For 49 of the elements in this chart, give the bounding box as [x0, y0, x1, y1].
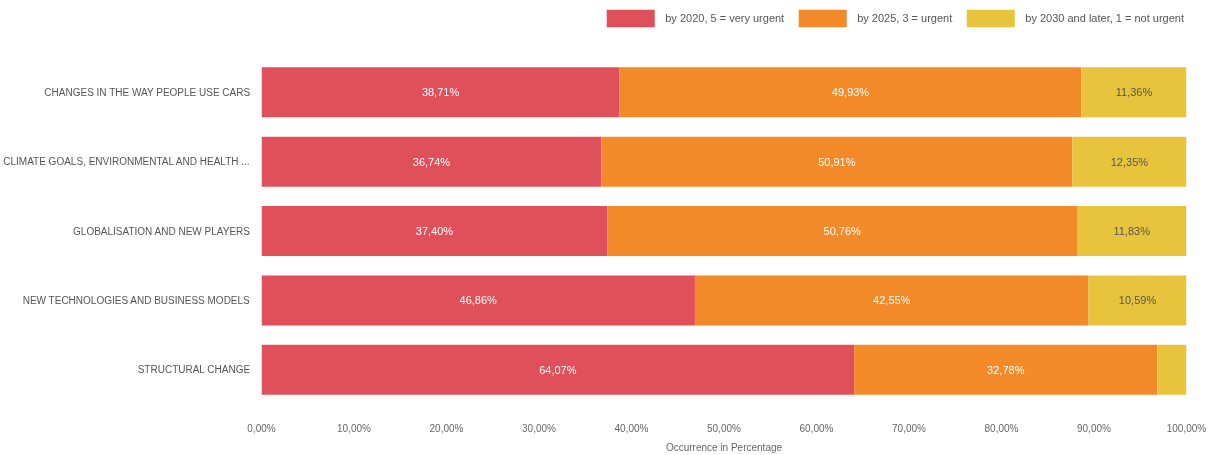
bar	[619, 67, 1082, 118]
bar	[261, 344, 855, 395]
x-tick-label: 20,00%	[429, 422, 464, 434]
y-tick-label: GLOBALISATION AND NEW PLAYERS	[73, 225, 251, 237]
data-label: 37,40%	[415, 225, 454, 238]
x-tick-label: 70,00%	[892, 422, 927, 434]
bar	[607, 206, 1077, 257]
x-tick-label: 100,00%	[1166, 422, 1207, 434]
x-tick-label: 10,00%	[337, 422, 372, 434]
bar	[261, 67, 620, 118]
data-label: 12,35%	[1110, 155, 1149, 168]
x-tick-label: 50,00%	[707, 422, 742, 434]
y-tick-label: STRUCTURAL CHANGE	[137, 364, 251, 376]
x-tick-label: 60,00%	[799, 422, 834, 434]
data-label: 11,36%	[1115, 86, 1153, 99]
bar	[1076, 206, 1187, 257]
data-label: 38,71%	[421, 86, 460, 99]
data-label: 32,78%	[987, 363, 1025, 376]
bar	[1157, 344, 1187, 395]
bar	[1072, 136, 1187, 187]
legend-label: by 2020, 5 = very urgent	[665, 12, 785, 24]
data-label: 50,91%	[818, 155, 856, 168]
bar	[1088, 275, 1187, 326]
bar	[854, 344, 1158, 395]
y-tick-label: NEW TECHNOLOGIES AND BUSINESS MODELS	[22, 294, 251, 306]
x-tick-label: 80,00%	[984, 422, 1019, 434]
data-label: 49,93%	[831, 86, 870, 99]
x-tick-label: 40,00%	[614, 422, 649, 434]
x-axis-title: Occurrence in Percentage	[665, 441, 783, 453]
legend-label: by 2030 and later, 1 = not urgent	[1025, 12, 1184, 24]
x-tick-label: 90,00%	[1077, 422, 1112, 434]
bar	[261, 136, 602, 187]
data-label: 46,86%	[459, 294, 498, 307]
data-label: 11,83%	[1113, 225, 1151, 238]
data-label: 50,76%	[823, 225, 862, 238]
data-label: 36,74%	[412, 155, 451, 168]
bar	[1081, 67, 1187, 118]
x-tick-label: 0,00%	[247, 422, 276, 434]
bar	[694, 275, 1089, 326]
data-label: 64,07%	[539, 363, 577, 376]
x-tick-label: 30,00%	[522, 422, 557, 434]
data-label: 42,55%	[873, 294, 911, 307]
data-label: 10,59%	[1118, 294, 1157, 307]
bar	[261, 275, 695, 326]
bar	[601, 136, 1073, 187]
bar	[261, 206, 608, 257]
y-tick-label: CLIMATE GOALS, ENVIRONMENTAL AND HEALTH ...	[3, 156, 250, 168]
y-tick-label: CHANGES IN THE WAY PEOPLE USE CARS	[44, 86, 251, 98]
legend-label: by 2025, 3 = urgent	[857, 12, 953, 24]
